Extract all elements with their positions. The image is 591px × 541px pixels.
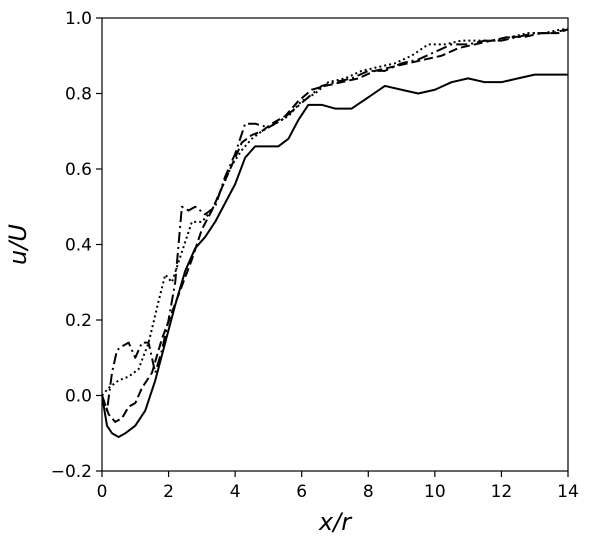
x-tick-label: 4 — [230, 482, 241, 502]
y-tick-label: 0.4 — [65, 236, 92, 256]
x-axis-label: x/r — [318, 508, 353, 536]
plot-frame — [101, 17, 569, 472]
y-tick-label: 1.0 — [65, 9, 92, 29]
y-tick-label: 0.6 — [65, 160, 92, 180]
x-tick-label: 6 — [296, 482, 307, 502]
series-line-solid — [102, 73, 568, 439]
y-tick-label: 0.8 — [65, 85, 92, 105]
x-tick-label: 8 — [363, 482, 374, 502]
series-line-dashdot — [102, 28, 568, 412]
x-tick-label: 2 — [163, 482, 174, 502]
x-tick-label: 14 — [557, 482, 579, 502]
y-tick-label: 0.2 — [65, 311, 92, 331]
y-tick-label: 0.0 — [65, 387, 92, 407]
series-layer — [102, 28, 568, 439]
y-axis-label: u/U — [4, 224, 32, 265]
ticks-layer: 0 2 4 6 8 10 12 14 −0.2 0.0 0.2 0.4 0.6 0.8 1.0 — [51, 9, 579, 502]
x-tick-label: 10 — [424, 482, 446, 502]
series-line-dashed — [102, 28, 568, 423]
series-line-dotted — [102, 28, 568, 397]
x-tick-label: 0 — [97, 482, 108, 502]
x-tick-label: 12 — [491, 482, 513, 502]
y-tick-label: −0.2 — [51, 462, 92, 482]
